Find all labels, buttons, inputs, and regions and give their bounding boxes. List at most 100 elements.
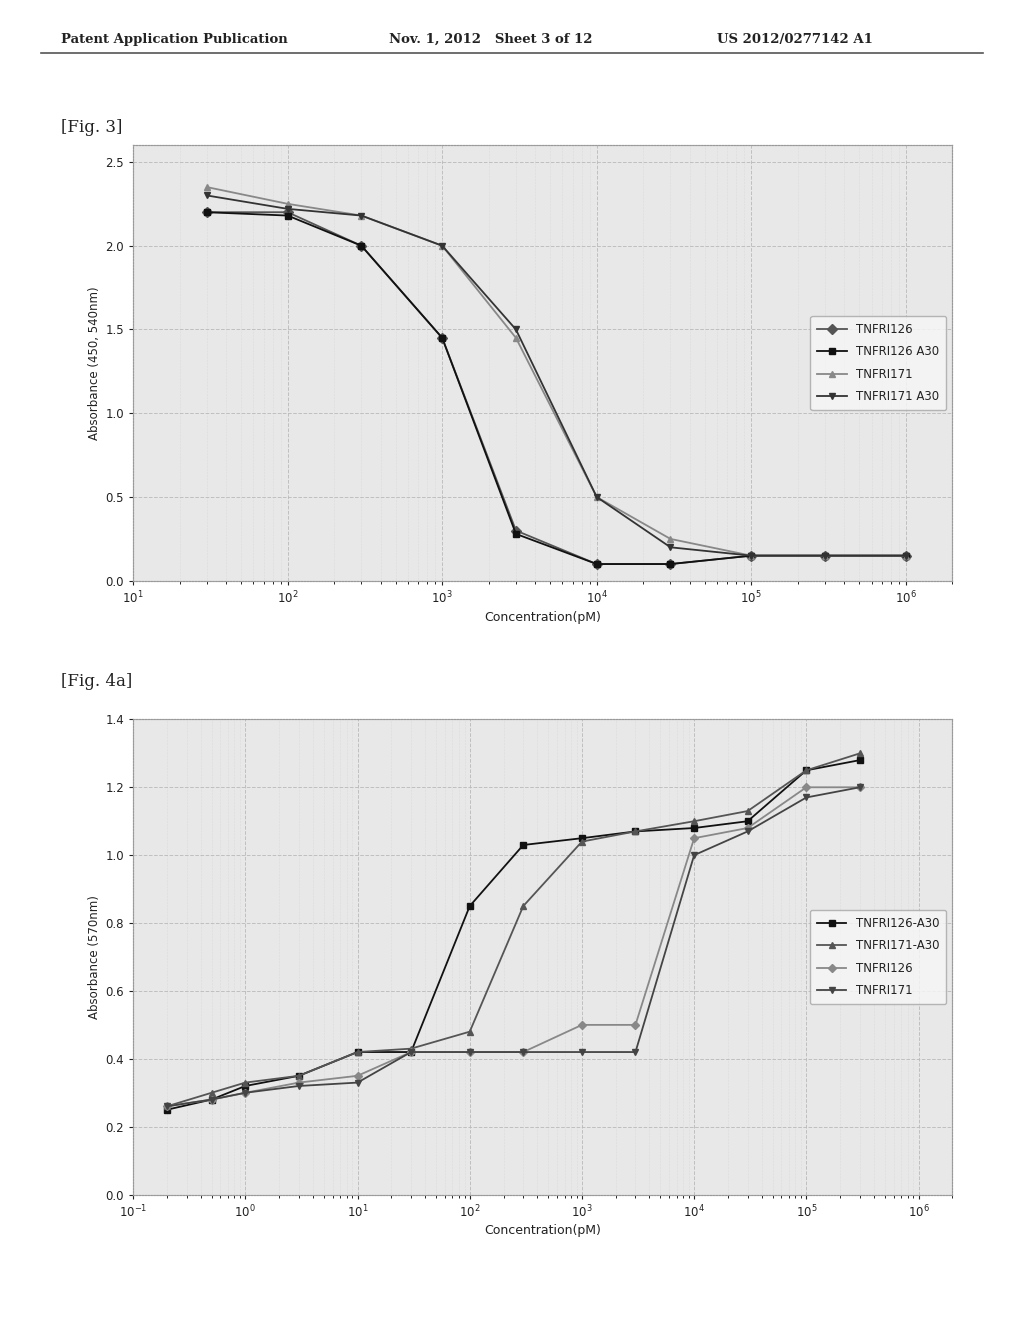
TNFRI171 (510, 330, 522, 346)
TNFRI126 (900, 548, 912, 564)
TNFRI171 (688, 847, 700, 863)
Text: Nov. 1, 2012   Sheet 3 of 12: Nov. 1, 2012 Sheet 3 of 12 (389, 33, 593, 46)
TNFRI126 (464, 1044, 476, 1060)
TNFRI171 A30 (745, 548, 758, 564)
TNFRI171 A30 (201, 187, 213, 203)
TNFRI126-A30 (517, 837, 529, 853)
TNFRI171-A30 (800, 763, 812, 779)
TNFRI171 (240, 1085, 252, 1101)
Line: TNFRI126: TNFRI126 (204, 209, 909, 568)
TNFRI126 (282, 205, 294, 220)
TNFRI126-A30 (404, 1044, 417, 1060)
TNFRI126-A30 (351, 1044, 364, 1060)
TNFRI126-A30 (206, 1092, 218, 1107)
TNFRI126 (351, 1068, 364, 1084)
TNFRI171 (282, 195, 294, 211)
TNFRI171-A30 (517, 898, 529, 913)
TNFRI126 A30 (355, 238, 368, 253)
TNFRI126 A30 (201, 205, 213, 220)
TNFRI126 (436, 330, 449, 346)
Line: TNFRI171: TNFRI171 (164, 784, 862, 1109)
TNFRI171 A30 (436, 238, 449, 253)
TNFRI171 A30 (665, 540, 677, 556)
TNFRI171 A30 (355, 207, 368, 223)
TNFRI126-A30 (741, 813, 754, 829)
TNFRI171 (351, 1074, 364, 1090)
X-axis label: Concentration(pM): Concentration(pM) (484, 1225, 601, 1237)
Line: TNFRI126: TNFRI126 (164, 784, 862, 1109)
TNFRI171-A30 (688, 813, 700, 829)
TNFRI126 A30 (819, 548, 831, 564)
TNFRI171 (161, 1098, 173, 1114)
TNFRI171 (201, 180, 213, 195)
Line: TNFRI171 A30: TNFRI171 A30 (204, 191, 909, 560)
TNFRI171 A30 (900, 548, 912, 564)
TNFRI126-A30 (575, 830, 588, 846)
TNFRI126 (201, 205, 213, 220)
TNFRI126 (819, 548, 831, 564)
TNFRI171-A30 (741, 803, 754, 818)
TNFRI126-A30 (800, 763, 812, 779)
TNFRI126 (404, 1044, 417, 1060)
TNFRI126 (355, 238, 368, 253)
TNFRI126 A30 (436, 330, 449, 346)
TNFRI171-A30 (404, 1040, 417, 1056)
TNFRI126 (741, 820, 754, 836)
Y-axis label: Absorbance (570nm): Absorbance (570nm) (88, 895, 101, 1019)
TNFRI126 (510, 523, 522, 539)
TNFRI126 (688, 830, 700, 846)
TNFRI171-A30 (854, 746, 866, 762)
TNFRI126 (575, 1016, 588, 1032)
TNFRI171 A30 (819, 548, 831, 564)
TNFRI126 A30 (510, 525, 522, 541)
TNFRI126-A30 (688, 820, 700, 836)
TNFRI126 A30 (900, 548, 912, 564)
Text: US 2012/0277142 A1: US 2012/0277142 A1 (717, 33, 872, 46)
Legend: TNFRI126-A30, TNFRI171-A30, TNFRI126, TNFRI171: TNFRI126-A30, TNFRI171-A30, TNFRI126, TN… (810, 909, 946, 1005)
TNFRI126 A30 (745, 548, 758, 564)
TNFRI171 (741, 824, 754, 840)
TNFRI171 A30 (591, 490, 603, 506)
TNFRI126 (665, 556, 677, 572)
TNFRI126 (206, 1092, 218, 1107)
TNFRI126 (240, 1085, 252, 1101)
TNFRI126-A30 (240, 1078, 252, 1094)
TNFRI171 (630, 1044, 642, 1060)
TNFRI126 (293, 1074, 305, 1090)
TNFRI126-A30 (630, 824, 642, 840)
X-axis label: Concentration(pM): Concentration(pM) (484, 611, 601, 623)
TNFRI171-A30 (351, 1044, 364, 1060)
Line: TNFRI171: TNFRI171 (204, 183, 909, 560)
Text: [Fig. 4a]: [Fig. 4a] (61, 673, 133, 690)
TNFRI126-A30 (161, 1102, 173, 1118)
TNFRI171 (591, 490, 603, 506)
TNFRI171 (206, 1092, 218, 1107)
Text: [Fig. 3]: [Fig. 3] (61, 119, 123, 136)
TNFRI171 (404, 1044, 417, 1060)
TNFRI126 (517, 1044, 529, 1060)
TNFRI126-A30 (293, 1068, 305, 1084)
TNFRI171 (293, 1078, 305, 1094)
TNFRI126-A30 (854, 752, 866, 768)
Line: TNFRI126-A30: TNFRI126-A30 (164, 756, 863, 1113)
TNFRI126 A30 (665, 556, 677, 572)
TNFRI171 (464, 1044, 476, 1060)
TNFRI171-A30 (206, 1085, 218, 1101)
TNFRI126 (800, 779, 812, 795)
TNFRI171 (854, 779, 866, 795)
TNFRI171-A30 (161, 1098, 173, 1114)
TNFRI171-A30 (240, 1074, 252, 1090)
TNFRI171 (745, 548, 758, 564)
TNFRI171-A30 (293, 1068, 305, 1084)
TNFRI126-A30 (464, 898, 476, 913)
TNFRI126 A30 (282, 207, 294, 223)
Legend: TNFRI126, TNFRI126 A30, TNFRI171, TNFRI171 A30: TNFRI126, TNFRI126 A30, TNFRI171, TNFRI1… (810, 315, 946, 411)
Y-axis label: Absorbance (450, 540nm): Absorbance (450, 540nm) (88, 286, 101, 440)
TNFRI126 (630, 1016, 642, 1032)
TNFRI171 A30 (510, 322, 522, 338)
Text: Patent Application Publication: Patent Application Publication (61, 33, 288, 46)
TNFRI171-A30 (464, 1024, 476, 1040)
TNFRI171 (436, 238, 449, 253)
TNFRI171 (517, 1044, 529, 1060)
TNFRI171 (665, 531, 677, 546)
